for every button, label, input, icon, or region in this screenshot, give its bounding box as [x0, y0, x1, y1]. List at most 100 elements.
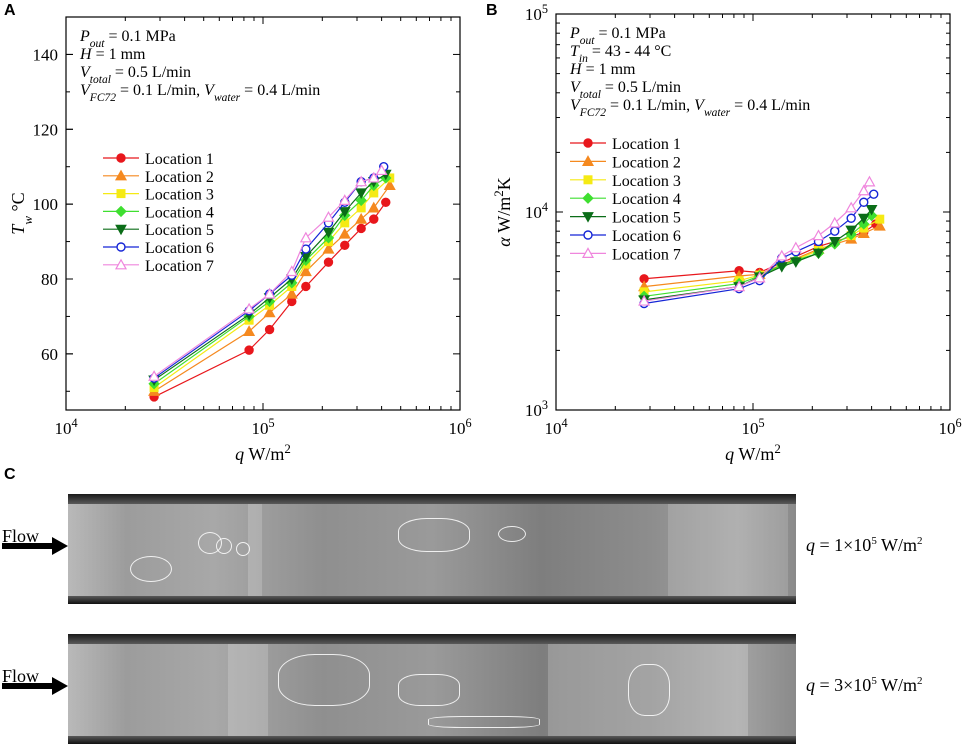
- data-point-b-7-10: [863, 175, 876, 187]
- data-point-a-1-3: [264, 324, 275, 335]
- annotation-b-1: Pout = 0.1 MPa: [569, 25, 666, 47]
- annotation-b-5: VFC72 = 0.1 L/min, Vwater = 0.4 L/min: [570, 97, 810, 119]
- legend-label-a-4: Location 4: [145, 204, 214, 221]
- data-point-b-7-5: [789, 241, 802, 253]
- data-point-b-5-7: [828, 236, 841, 248]
- annotation-b-2: Tin = 43 - 44 °C: [570, 43, 671, 65]
- y-axis-label-a: Tw °C: [8, 192, 35, 234]
- data-point-b-7-2: [733, 280, 746, 292]
- flow-photo-bottom: [68, 634, 796, 744]
- annotation-a-2: H = 1 mm: [79, 46, 146, 63]
- legend-marker-b-2: [581, 155, 595, 166]
- data-point-b-7-4: [775, 249, 788, 261]
- heat-flux-label-top: q = 1×105 W/m2: [806, 535, 923, 555]
- data-point-a-1-2: [244, 345, 254, 355]
- flow-arrowhead-bottom: [52, 677, 68, 695]
- data-point-a-2-4: [285, 287, 298, 299]
- legend-marker-a-5: [115, 224, 127, 236]
- legend-marker-a-4: [115, 205, 127, 218]
- annotation-a-4: VFC72 = 0.1 L/min, Vwater = 0.4 L/min: [80, 82, 320, 104]
- annotation-a-3: Vtotal = 0.5 L/min: [80, 64, 191, 86]
- legend-label-b-4: Location 4: [612, 191, 681, 208]
- data-point-a-7-5: [299, 231, 312, 243]
- data-point-a-2-8: [355, 212, 368, 224]
- legend-marker-b-7: [581, 247, 595, 258]
- x-tick-label-a: 105: [251, 416, 274, 438]
- legend-marker-b-3: [583, 175, 593, 185]
- data-point-b-2-6: [857, 227, 870, 238]
- panel-label-a: A: [4, 2, 16, 19]
- series-b-location-7: [638, 175, 876, 306]
- annotation-b-4: Vtotal = 0.5 L/min: [570, 79, 681, 101]
- data-point-a-7-10: [375, 164, 388, 176]
- data-point-a-1-7: [340, 240, 350, 251]
- heat-flux-label-bottom: q = 3×105 W/m2: [806, 675, 923, 695]
- series-line-a-4: [153, 177, 387, 385]
- data-point-a-2-7: [338, 227, 351, 239]
- legend-label-a-7: Location 7: [145, 258, 214, 275]
- data-point-a-5-6: [322, 227, 335, 239]
- flow-arrowhead-top: [52, 537, 68, 555]
- flow-photo-top: [68, 494, 796, 604]
- legend-label-b-1: Location 1: [612, 136, 681, 153]
- annotation-b-3: H = 1 mm: [569, 61, 636, 78]
- series-line-b-6: [643, 193, 875, 305]
- data-point-a-2-10: [383, 179, 396, 191]
- data-point-a-5-7: [338, 207, 351, 218]
- data-point-a-7-7: [338, 194, 351, 205]
- data-point-b-6-8: [846, 213, 856, 223]
- y-tick-label-a: 80: [41, 270, 58, 289]
- legend-marker-a-1: [116, 153, 126, 163]
- x-axis-label-a: q W/m2: [235, 441, 291, 465]
- legend-marker-b-4: [582, 192, 594, 204]
- data-point-a-6-5: [301, 244, 311, 254]
- x-axis-label-b: q W/m2: [725, 441, 781, 465]
- y-tick-label-a: 100: [33, 195, 59, 214]
- legend-marker-a-3: [116, 189, 126, 199]
- series-line-b-7: [643, 181, 870, 302]
- legend-marker-b-5: [582, 212, 594, 223]
- data-point-a-2-6: [322, 242, 335, 254]
- data-point-a-7-8: [355, 175, 368, 187]
- legend-label-a-2: Location 2: [145, 169, 214, 186]
- data-point-b-2-7: [873, 219, 886, 231]
- y-tick-label-a: 140: [33, 45, 59, 64]
- legend-label-a-3: Location 3: [145, 187, 214, 204]
- legend-label-b-2: Location 2: [612, 154, 681, 171]
- data-point-b-7-9: [857, 184, 870, 196]
- y-axis-label-b: α W/m2K: [491, 177, 515, 246]
- data-point-b-6-9: [859, 197, 869, 207]
- data-point-b-6-10: [869, 189, 879, 199]
- y-tick-label-a: 60: [41, 345, 58, 364]
- series-line-a-1: [153, 201, 387, 398]
- data-point-a-1-5: [301, 281, 311, 292]
- legend-label-b-7: Location 7: [612, 246, 681, 263]
- data-point-b-5-9: [857, 213, 870, 225]
- series-line-a-3: [153, 177, 391, 389]
- data-point-b-7-7: [828, 216, 841, 228]
- data-point-b-5-6: [812, 248, 825, 260]
- y-tick-label-a: 120: [33, 120, 59, 139]
- flow-arrow-top: [2, 543, 54, 549]
- data-point-b-7-1: [638, 294, 651, 306]
- legend-marker-b-1: [583, 138, 593, 148]
- legend-label-b-3: Location 3: [612, 173, 681, 190]
- data-point-b-6-7: [830, 226, 840, 236]
- data-point-b-5-8: [845, 225, 858, 237]
- legend-marker-a-6: [116, 242, 126, 252]
- legend-label-a-5: Location 5: [145, 222, 214, 239]
- legend-marker-a-7: [114, 258, 128, 270]
- data-point-a-7-1: [148, 370, 161, 381]
- data-point-a-1-9: [369, 214, 379, 224]
- data-point-a-1-6: [323, 257, 334, 267]
- flow-label-bottom: Flow: [2, 666, 40, 686]
- data-point-b-5-10: [865, 204, 878, 216]
- data-point-a-7-3: [263, 287, 276, 299]
- panel-label-b: B: [486, 2, 498, 19]
- panel-label-c: C: [4, 466, 16, 483]
- data-point-a-1-8: [356, 223, 366, 234]
- y-tick-label-b: 104: [525, 200, 548, 222]
- x-tick-label-b: 104: [544, 416, 567, 438]
- data-point-b-7-8: [845, 201, 858, 213]
